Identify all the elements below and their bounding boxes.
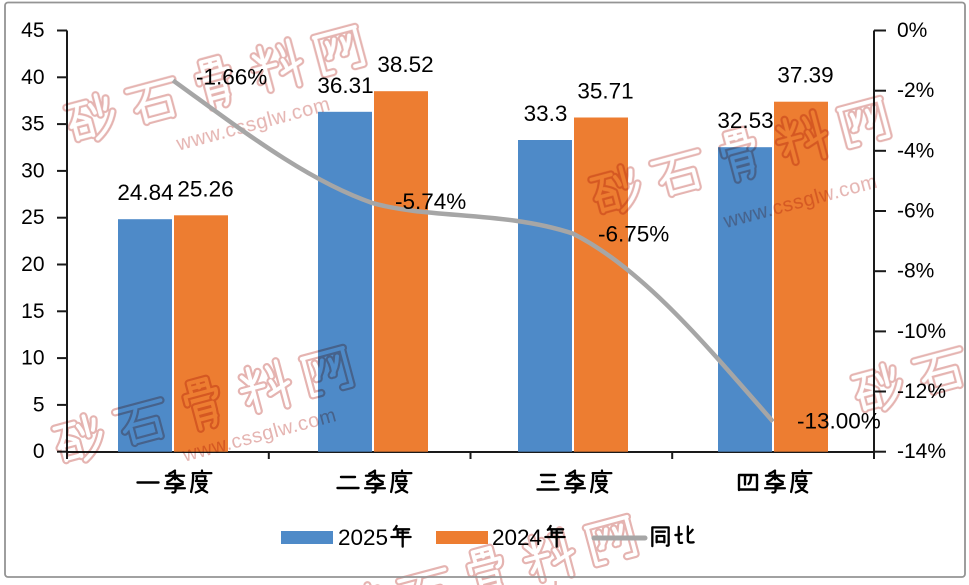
svg-text:45: 45 [21,19,44,42]
svg-text:30: 30 [21,159,44,182]
svg-text:-14%: -14% [897,440,946,463]
svg-text:0%: 0% [897,19,927,42]
svg-text:15: 15 [21,300,44,323]
svg-text:35.71: 35.71 [577,79,633,104]
svg-text:35: 35 [21,113,44,136]
svg-text:-4%: -4% [897,139,934,162]
svg-text:-1.66%: -1.66% [196,64,267,89]
svg-text:40: 40 [21,66,44,89]
svg-text:36.31: 36.31 [317,73,373,98]
svg-text:-13.00%: -13.00% [797,409,881,434]
svg-text:20: 20 [21,253,44,276]
svg-text:2025: 2025 [338,525,388,550]
svg-text:37.39: 37.39 [777,63,833,88]
svg-text:38.52: 38.52 [377,52,433,77]
svg-text:-6%: -6% [897,200,934,223]
svg-text:www.cssglw.com: www.cssglw.com [415,576,647,585]
svg-text:10: 10 [21,347,44,370]
svg-text:-6.75%: -6.75% [598,222,669,247]
svg-text:0: 0 [33,440,45,463]
svg-text:5: 5 [33,393,45,416]
svg-text:33.3: 33.3 [524,101,568,126]
svg-text:25.26: 25.26 [177,176,233,201]
svg-text:-2%: -2% [897,79,934,102]
svg-text:2024: 2024 [492,525,542,550]
svg-text:24.84: 24.84 [117,180,173,205]
svg-text:32.53: 32.53 [717,108,773,133]
svg-text:-8%: -8% [897,260,934,283]
svg-text:-10%: -10% [897,320,946,343]
svg-text:25: 25 [21,206,44,229]
svg-text:-5.74%: -5.74% [395,189,466,214]
